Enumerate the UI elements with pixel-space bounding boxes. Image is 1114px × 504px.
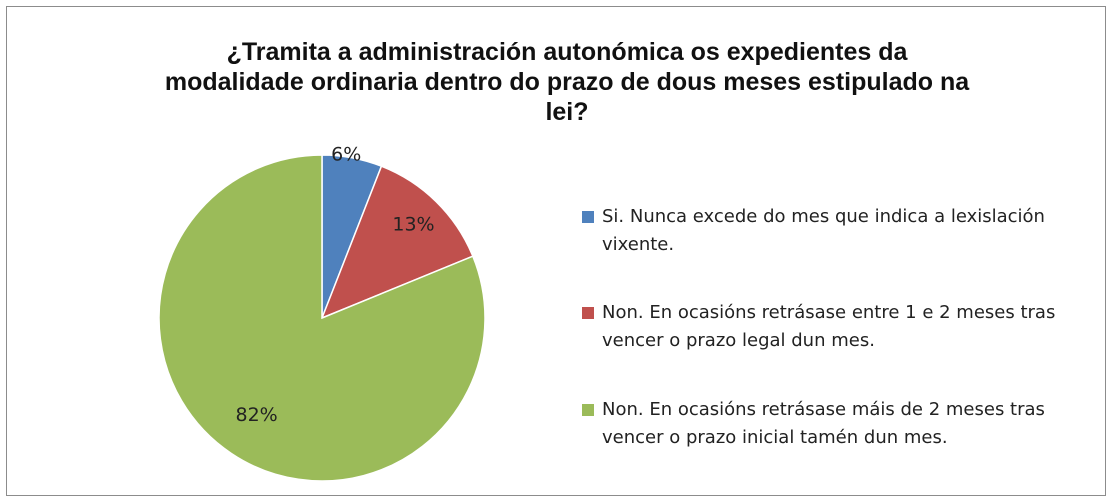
legend-label: Si. Nunca excede do mes que indica a lex… <box>602 206 1045 255</box>
legend-swatch <box>582 307 594 319</box>
data-label: 13% <box>392 214 434 236</box>
pie-slice <box>320 165 474 320</box>
legend-item: Non. En ocasións retrásase entre 1 e 2 m… <box>580 299 1100 355</box>
legend-swatch <box>582 404 594 416</box>
data-label: 6% <box>331 143 361 165</box>
pie-slice <box>158 154 486 482</box>
data-label: 82% <box>235 404 277 426</box>
legend-label: Non. En ocasións retrásase máis de 2 mes… <box>602 399 1045 448</box>
legend-swatch <box>582 211 594 223</box>
legend-item: Non. En ocasións retrásase máis de 2 mes… <box>580 396 1100 452</box>
chart-title: ¿Tramita a administración autonómica os … <box>164 38 970 126</box>
legend-item: Si. Nunca excede do mes que indica a lex… <box>580 203 1100 259</box>
legend-label: Non. En ocasións retrásase entre 1 e 2 m… <box>602 302 1056 351</box>
